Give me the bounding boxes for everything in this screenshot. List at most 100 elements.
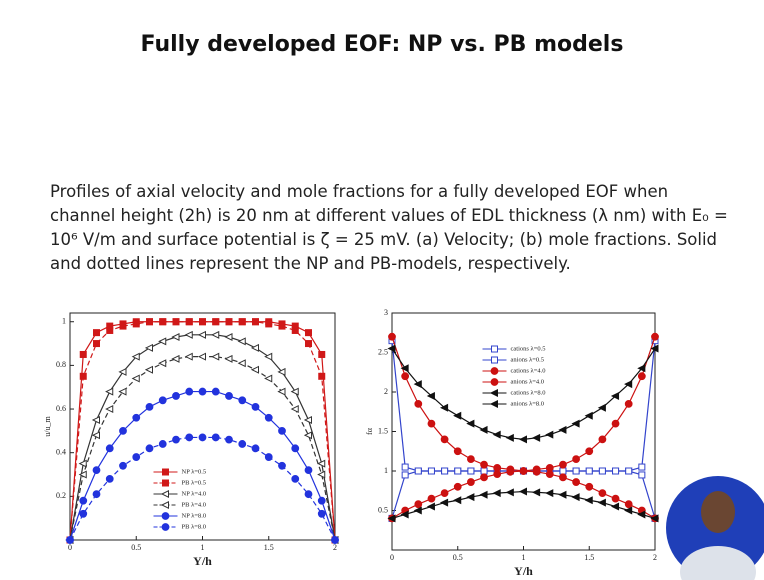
marker [441, 467, 449, 475]
marker [624, 500, 633, 509]
marker [146, 318, 153, 326]
marker [225, 435, 233, 444]
marker [467, 455, 475, 464]
marker [493, 463, 502, 472]
caption: Profiles of axial velocity and mole frac… [50, 182, 728, 273]
legend-label: NP λ=8.0 [182, 512, 207, 519]
marker [105, 444, 114, 453]
marker [400, 364, 409, 373]
marker [237, 359, 246, 368]
marker [277, 387, 286, 396]
marker [401, 463, 409, 471]
y-tick-label: 0.8 [56, 360, 66, 369]
marker [637, 364, 646, 373]
marker [317, 496, 326, 505]
marker [318, 350, 326, 358]
marker [598, 435, 607, 444]
y-tick-label: 0.4 [56, 448, 66, 457]
x-tick-label: 0.5 [131, 543, 141, 552]
marker [439, 498, 449, 507]
x-axis-label: Y/h [193, 554, 212, 568]
marker [467, 478, 475, 486]
marker [237, 337, 246, 346]
marker [238, 440, 247, 448]
marker [92, 490, 101, 499]
marker [161, 512, 170, 520]
marker [440, 435, 449, 444]
marker [158, 396, 167, 405]
marker [571, 419, 580, 428]
marker [145, 402, 154, 411]
marker [79, 496, 88, 505]
marker [480, 473, 488, 482]
marker [264, 352, 273, 361]
marker [305, 329, 312, 337]
marker [466, 419, 475, 428]
marker [119, 322, 127, 330]
marker [250, 365, 259, 374]
x-tick-label: 1.5 [264, 543, 274, 552]
marker [198, 387, 207, 396]
marker [93, 340, 100, 348]
marker [290, 405, 299, 414]
marker [264, 374, 273, 383]
marker [414, 467, 422, 475]
presenter [666, 476, 764, 580]
marker [212, 318, 220, 326]
marker [584, 496, 593, 505]
marker [387, 514, 396, 523]
marker [480, 460, 488, 469]
marker [505, 433, 514, 442]
marker [131, 352, 140, 361]
marker [185, 387, 194, 396]
marker [598, 489, 607, 498]
marker [584, 411, 593, 420]
marker [624, 399, 633, 408]
x-tick-label: 1 [201, 543, 205, 552]
marker [559, 467, 567, 475]
marker [79, 350, 87, 358]
marker [225, 392, 233, 400]
marker [624, 506, 633, 515]
series-line [391, 470, 656, 519]
legend-label: PB λ=4.0 [182, 501, 207, 508]
marker [211, 433, 220, 442]
marker [317, 459, 326, 468]
marker [491, 345, 498, 353]
marker [118, 367, 127, 376]
marker [453, 447, 462, 456]
marker [78, 459, 87, 468]
marker [119, 461, 127, 470]
marker [172, 435, 180, 444]
y-axis-label: u/u_m [43, 416, 52, 437]
marker [490, 367, 499, 375]
y-tick-label: 2 [384, 387, 388, 396]
x-tick-label: 0.5 [453, 553, 463, 562]
marker [650, 514, 659, 523]
marker [171, 333, 180, 342]
marker [119, 426, 127, 435]
marker [264, 453, 273, 461]
marker [184, 352, 193, 361]
marker [426, 391, 435, 400]
marker [145, 444, 154, 453]
marker [290, 387, 299, 396]
marker [252, 318, 259, 326]
marker [387, 344, 396, 353]
marker [305, 340, 312, 348]
marker [401, 471, 409, 479]
marker [491, 356, 498, 364]
marker [144, 343, 153, 352]
marker [118, 387, 127, 396]
legend-label: anions λ=0.5 [511, 356, 545, 363]
marker [265, 320, 273, 328]
marker [490, 378, 499, 386]
series-line [391, 470, 656, 519]
marker [78, 470, 87, 479]
marker [439, 403, 449, 412]
marker [492, 430, 501, 439]
marker [291, 474, 300, 483]
marker [453, 411, 462, 420]
marker [506, 467, 515, 476]
